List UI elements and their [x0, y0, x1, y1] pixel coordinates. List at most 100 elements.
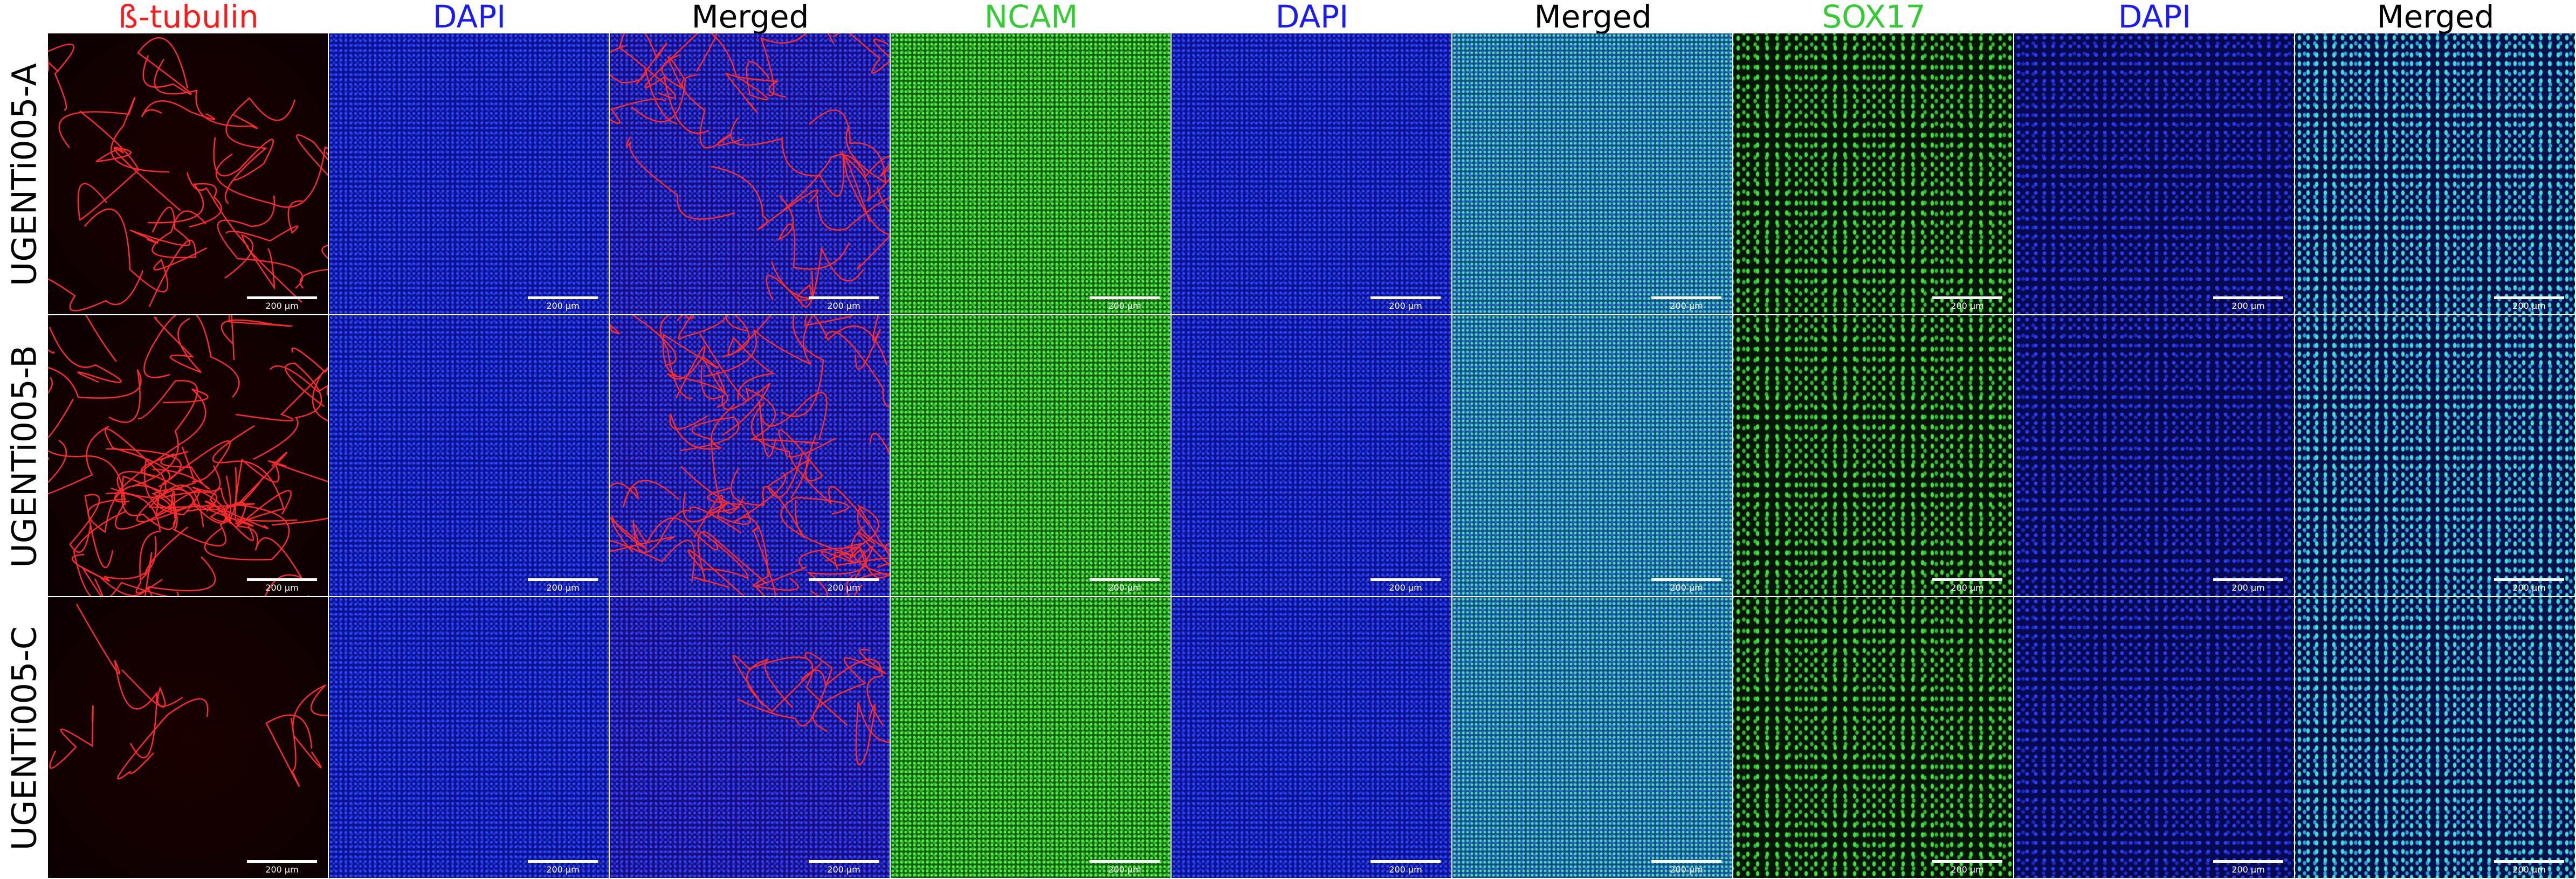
fiber	[618, 33, 676, 99]
fiber	[141, 100, 216, 120]
scale-bar	[2494, 860, 2564, 863]
micrograph: 200 µm	[329, 597, 609, 878]
fiber	[312, 371, 328, 421]
fibers	[48, 37, 328, 312]
fiber	[265, 714, 313, 787]
scale-bar	[1090, 578, 1160, 581]
fiber	[869, 432, 890, 455]
scale-bar-label: 200 µm	[2231, 864, 2265, 875]
fiber	[269, 365, 328, 393]
fiber	[48, 43, 75, 111]
scale-bar	[247, 860, 317, 863]
scale-bar-label: 200 µm	[1389, 864, 1422, 875]
fiber	[737, 652, 833, 726]
fiber	[48, 366, 142, 423]
scale-bar	[2213, 578, 2283, 581]
fiber	[225, 200, 303, 242]
fiber	[855, 702, 890, 766]
fiber	[873, 38, 890, 58]
fiber	[72, 553, 216, 596]
fiber	[73, 510, 179, 596]
fiber	[154, 59, 258, 129]
scale-bar-label: 200 µm	[1951, 583, 1984, 593]
fiber	[812, 648, 886, 732]
fiber	[69, 494, 114, 569]
scale-bar	[1651, 578, 1721, 581]
fiber	[185, 452, 288, 525]
fiber	[610, 98, 666, 124]
fiber	[809, 109, 886, 184]
micrograph: 200 µm	[329, 33, 609, 314]
fiber	[752, 525, 799, 596]
fiber	[855, 315, 881, 370]
fiber	[730, 117, 844, 197]
scale-bar-label: 200 µm	[1670, 864, 1703, 875]
scale-bar-label: 200 µm	[827, 301, 860, 311]
fiber	[84, 208, 208, 293]
scale-bar	[1370, 296, 1441, 299]
fiber	[801, 659, 884, 726]
fiber	[632, 506, 742, 553]
scale-bar-label: 200 µm	[1670, 583, 1703, 593]
scale-bar-label: 200 µm	[1389, 583, 1422, 593]
fiber	[215, 146, 328, 208]
micrograph: 200 µm	[2014, 315, 2294, 596]
micrograph: 200 µm	[1733, 315, 2013, 596]
fiber	[121, 669, 183, 708]
fiber	[816, 186, 890, 231]
scale-bar-label: 200 µm	[827, 583, 860, 593]
scale-bar	[1090, 860, 1160, 863]
scale-bar-label: 200 µm	[2512, 864, 2546, 875]
column-header: DAPI	[1275, 0, 1349, 35]
fiber	[137, 37, 192, 95]
scale-bar	[1651, 860, 1721, 863]
scale-bar	[1932, 860, 2002, 863]
micrograph: 200 µm	[891, 315, 1170, 596]
fiber	[669, 404, 735, 450]
fiber	[832, 33, 890, 74]
fiber	[610, 514, 648, 552]
scale-bar	[1370, 860, 1441, 863]
scale-bar-label: 200 µm	[1108, 583, 1141, 593]
fiber	[235, 458, 298, 524]
fiber	[147, 183, 222, 228]
fiber	[839, 152, 890, 202]
scale-bar-label: 200 µm	[265, 301, 299, 311]
fiber	[780, 315, 824, 417]
scale-bar-label: 200 µm	[546, 583, 580, 593]
fiber	[106, 492, 163, 594]
scale-bar-label: 200 µm	[1389, 301, 1422, 311]
row-label-box: UGENTi005-C	[0, 597, 48, 879]
fiber	[746, 658, 822, 712]
micrograph: 200 µm	[610, 33, 890, 314]
fiber	[777, 195, 850, 270]
scale-bar	[809, 296, 879, 299]
scale-bar	[2213, 860, 2283, 863]
fiber	[710, 33, 770, 100]
fiber	[48, 425, 109, 495]
scale-bar	[247, 296, 317, 299]
fiber	[49, 327, 122, 383]
fiber	[117, 698, 209, 780]
micrograph: 200 µm	[1172, 33, 1451, 314]
scale-bar	[2494, 296, 2564, 299]
fiber	[152, 453, 211, 490]
micrograph: 200 µm	[2295, 315, 2575, 596]
column-header: DAPI	[432, 0, 506, 35]
micrograph: 200 µm	[1733, 33, 2013, 314]
scale-bar	[247, 578, 317, 581]
column-header: SOX17	[1822, 0, 1926, 35]
fiber	[760, 33, 835, 96]
scale-bar-label: 200 µm	[1108, 301, 1141, 311]
scale-bar	[2213, 296, 2283, 299]
scale-bar-label: 200 µm	[1951, 864, 1984, 875]
fiber	[659, 315, 694, 399]
fiber	[766, 246, 864, 308]
fiber	[783, 154, 890, 211]
fiber	[699, 333, 819, 444]
scale-bar	[528, 296, 598, 299]
micrograph: 200 µm	[48, 33, 328, 314]
fiber	[821, 551, 890, 570]
fiber	[80, 536, 157, 596]
